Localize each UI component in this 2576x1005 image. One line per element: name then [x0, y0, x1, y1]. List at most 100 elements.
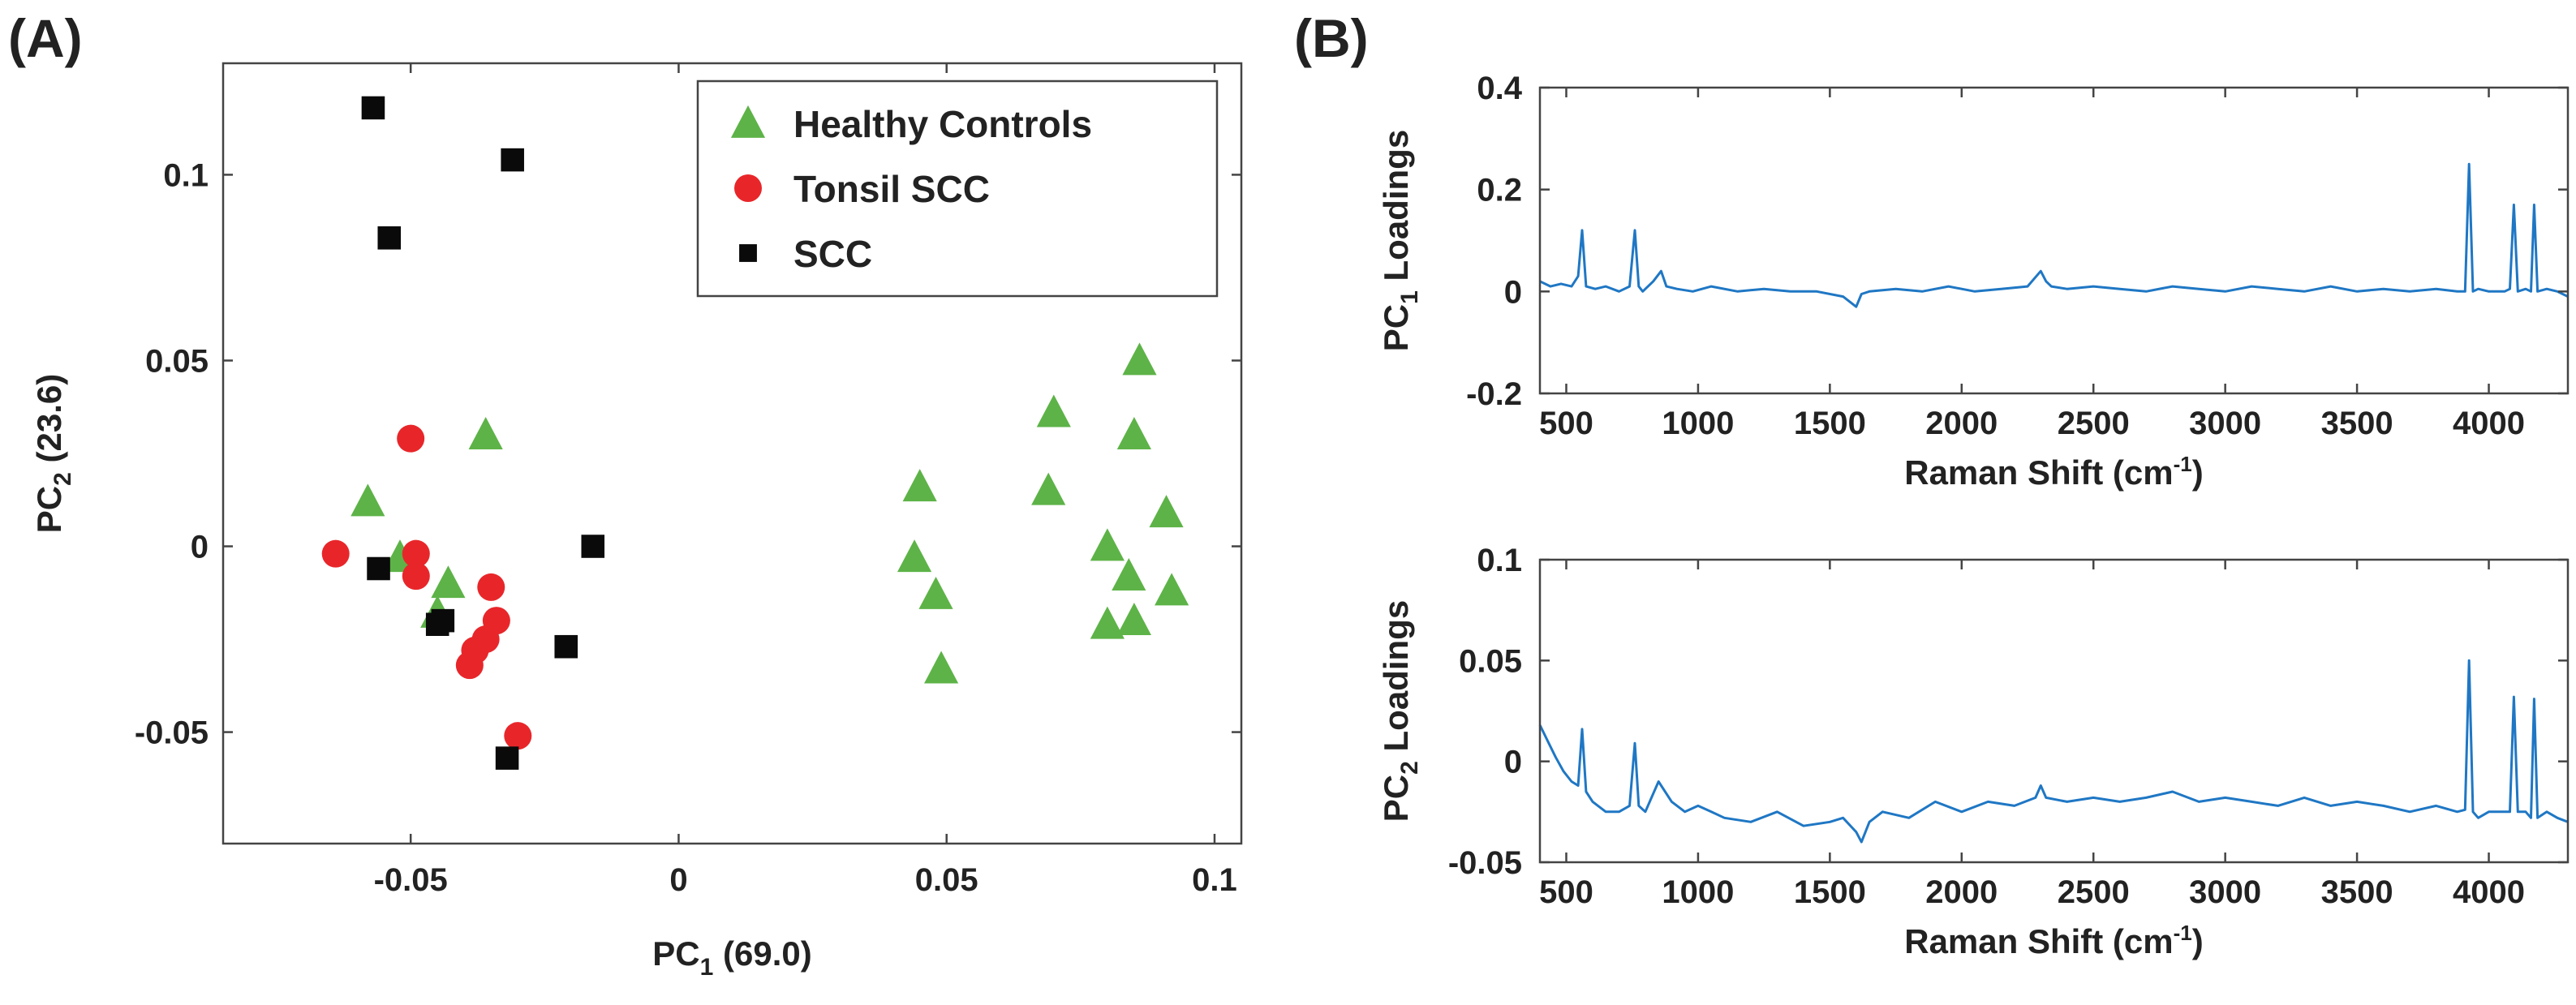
scc-point	[554, 634, 578, 659]
scatter-y-axis-title: PC2 (23.6)	[30, 374, 76, 533]
x-tick-label: 3500	[2321, 406, 2393, 441]
scatter-y-axis-title-subscript: 2	[49, 472, 76, 486]
healthy-point	[431, 565, 466, 599]
scatter-x-axis-title-subscript: 1	[700, 954, 714, 981]
scc-point	[367, 556, 390, 581]
x-tick-label: 1500	[1794, 874, 1866, 910]
y-tick-label: 0.2	[1477, 173, 1522, 208]
scc-point	[581, 535, 605, 558]
x-tick-label: 4000	[2453, 874, 2525, 910]
tonsil-point	[402, 562, 430, 591]
healthy-point	[918, 576, 953, 609]
scatter-y-axis-title-suffix: (23.6)	[30, 374, 68, 472]
pc1-y-axis-title-prefix: PC	[1377, 304, 1415, 351]
legend-item-tonsil-label: Tonsil SCC	[793, 168, 990, 210]
healthy-point	[1112, 558, 1146, 591]
x-tick-label: 500	[1539, 406, 1593, 441]
pc2-x-axis-title: Raman Shift (cm-1)	[1904, 921, 2204, 960]
scc-point	[431, 608, 455, 633]
healthy-point	[1090, 606, 1125, 639]
y-tick-label: -0.2	[1466, 376, 1522, 412]
x-tick-label: 2500	[2058, 406, 2130, 441]
scatter-y-axis-title-prefix: PC	[30, 486, 68, 533]
legend-item-scc-marker	[739, 244, 757, 262]
y-tick-label: 0	[1504, 745, 1522, 780]
x-tick-label: 3500	[2321, 874, 2393, 910]
tonsil-point	[321, 539, 350, 568]
pc2-y-axis-title-subscript: 2	[1396, 761, 1423, 775]
healthy-point	[1149, 495, 1184, 528]
legend-item-healthy-marker	[730, 105, 766, 138]
healthy-point	[924, 651, 959, 684]
pc2-x-axis-title-suffix: )	[2192, 922, 2204, 960]
panel-b-label: (B)	[1294, 8, 1369, 68]
tonsil-point	[477, 573, 505, 601]
pc1-y-axis-title-suffix: Loadings	[1377, 130, 1415, 290]
x-tick-label: 3000	[2189, 874, 2261, 910]
legend-item-tonsil-marker	[734, 174, 762, 202]
y-tick-label: 0	[191, 530, 209, 565]
x-tick-label: 1500	[1794, 406, 1866, 441]
pc1-x-axis-title-text: Raman Shift (cm	[1904, 453, 2173, 492]
y-tick-label: 0.1	[1477, 543, 1522, 578]
tonsil-point	[455, 651, 484, 680]
pc2-y-axis-title-prefix: PC	[1377, 775, 1415, 822]
legend-item-healthy-label: Healthy Controls	[793, 103, 1092, 145]
x-tick-label: 2000	[1925, 406, 1998, 441]
healthy-point	[902, 469, 937, 502]
pc2-x-axis-title-text: Raman Shift (cm	[1904, 922, 2173, 960]
pc2-loadings-plot: 500 1000 1500 2000 2500 3000 3500 4000 -0.05 0 0.0…	[1377, 543, 2570, 960]
scatter-x-axis-title-prefix: PC	[652, 934, 699, 973]
y-tick-label: 0.05	[1459, 643, 1522, 679]
pc2-x-axis-title-superscript: -1	[2174, 921, 2192, 945]
healthy-point	[1122, 342, 1157, 376]
x-tick-label: 1000	[1662, 406, 1734, 441]
healthy-point	[1090, 528, 1125, 561]
x-tick-label: 1000	[1662, 874, 1734, 910]
x-tick-label: 2500	[2058, 874, 2130, 910]
tonsil-point	[402, 539, 430, 568]
y-tick-label: -0.05	[1448, 845, 1522, 881]
healthy-point	[468, 416, 503, 449]
x-tick-label: 0.1	[1192, 862, 1237, 898]
pc1-y-axis-title-subscript: 1	[1396, 290, 1423, 304]
legend-box	[696, 79, 1219, 298]
healthy-point	[1116, 603, 1151, 635]
healthy-point	[350, 483, 385, 517]
y-tick-label: -0.05	[135, 715, 209, 751]
healthy-point	[1155, 573, 1189, 606]
pc1-loadings-line	[1539, 162, 2569, 308]
pc2-plot-area	[1540, 560, 2568, 862]
panel-a-label: (A)	[8, 8, 83, 68]
y-tick-label: 0.4	[1477, 71, 1522, 106]
healthy-point	[1036, 394, 1071, 427]
scc-point	[495, 746, 519, 770]
x-tick-label: 2000	[1925, 874, 1998, 910]
pc2-y-axis-title: PC2 Loadings	[1377, 600, 1423, 822]
scatter-x-axis-title-suffix: (69.0)	[713, 934, 811, 973]
y-tick-label: 0	[1504, 274, 1522, 310]
pc2-loadings-line	[1538, 659, 2569, 844]
healthy-point	[1116, 416, 1151, 449]
healthy-point	[1031, 472, 1066, 505]
pc1-frame	[1538, 86, 2570, 395]
scatter-frame	[221, 62, 1243, 845]
pc1-plot-area	[1540, 88, 2568, 393]
healthy-point	[897, 539, 932, 573]
pc1-x-axis-title-suffix: )	[2192, 453, 2204, 492]
y-tick-label: 0.05	[145, 343, 209, 379]
x-tick-label: 4000	[2453, 406, 2525, 441]
pc1-y-axis-title: PC1 Loadings	[1377, 130, 1423, 351]
tonsil-point	[504, 722, 532, 750]
x-tick-label: 3000	[2189, 406, 2261, 441]
scc-point	[377, 226, 402, 250]
x-tick-label: -0.05	[374, 862, 448, 898]
scatter-x-axis-title: PC1 (69.0)	[652, 934, 811, 981]
scc-point	[501, 148, 524, 172]
x-tick-label: 0	[669, 862, 687, 898]
legend-item-scc-label: SCC	[793, 233, 872, 275]
pc1-loadings-plot: 500 1000 1500 2000 2500 3000 3500 4000 -0.2 0 0.2 0…	[1377, 71, 2570, 492]
y-tick-label: 0.1	[163, 157, 209, 193]
